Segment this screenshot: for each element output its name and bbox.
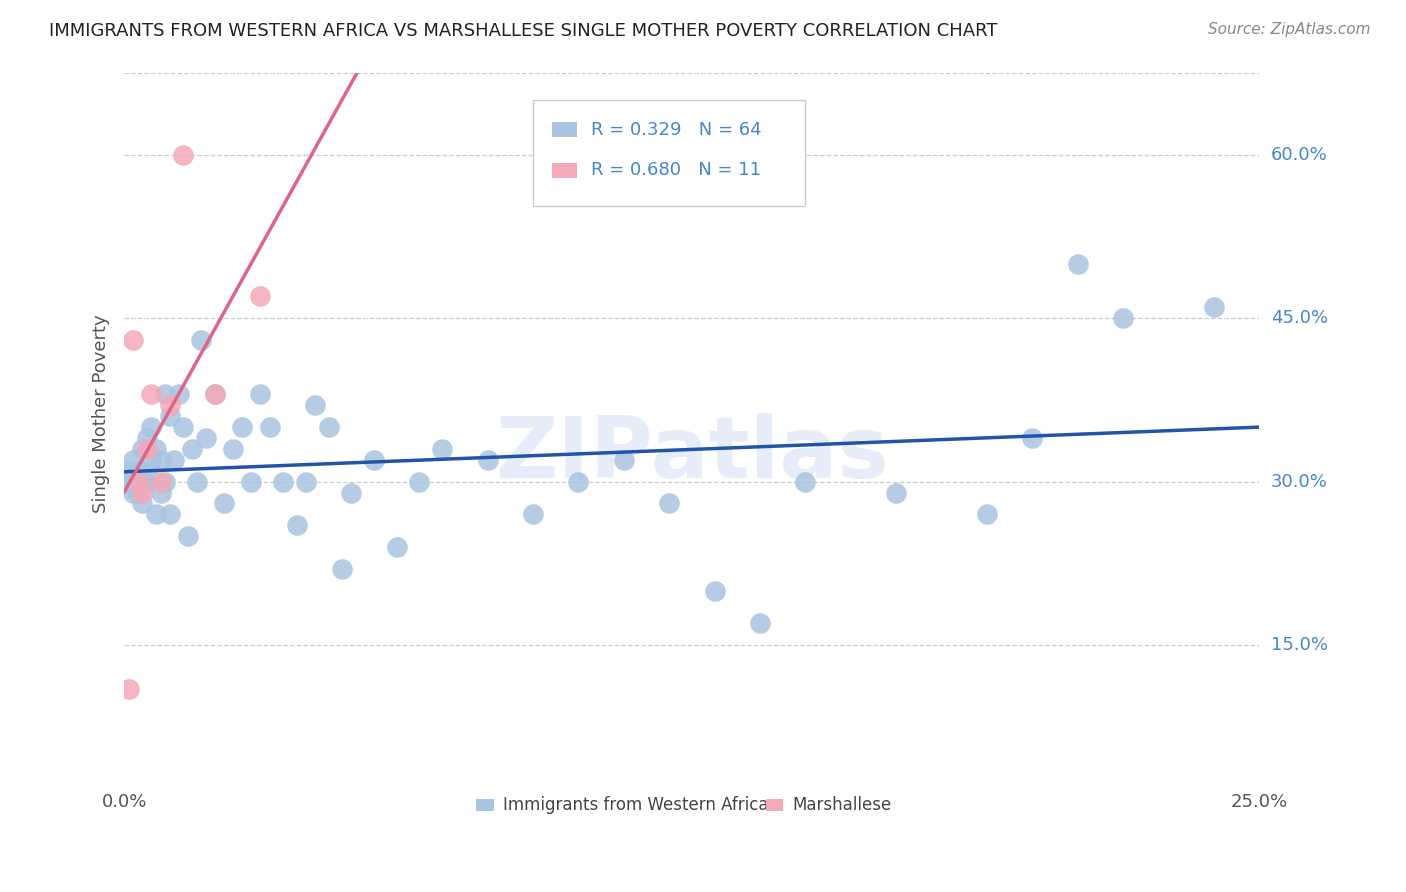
Point	[1021, 431, 1043, 445]
Point	[135, 431, 157, 445]
Text: 45.0%: 45.0%	[1271, 310, 1327, 327]
Point	[212, 496, 235, 510]
Point	[1112, 311, 1135, 326]
Point	[703, 583, 725, 598]
Text: R = 0.680   N = 11: R = 0.680 N = 11	[591, 161, 761, 179]
Point	[159, 508, 181, 522]
Point	[330, 562, 353, 576]
Point	[408, 475, 430, 489]
Point	[204, 387, 226, 401]
Point	[177, 529, 200, 543]
Point	[122, 453, 145, 467]
Point	[172, 147, 194, 161]
Point	[363, 453, 385, 467]
Text: 60.0%: 60.0%	[1271, 145, 1327, 164]
Point	[167, 387, 190, 401]
Point	[976, 508, 998, 522]
Point	[172, 420, 194, 434]
Point	[430, 442, 453, 456]
Point	[122, 333, 145, 347]
Point	[145, 508, 167, 522]
Point	[613, 453, 636, 467]
Point	[204, 387, 226, 401]
Point	[135, 475, 157, 489]
Point	[567, 475, 589, 489]
Point	[159, 398, 181, 412]
FancyBboxPatch shape	[477, 799, 494, 811]
Point	[149, 475, 172, 489]
Text: 15.0%: 15.0%	[1271, 636, 1327, 654]
FancyBboxPatch shape	[553, 163, 578, 178]
Point	[149, 485, 172, 500]
Point	[477, 453, 499, 467]
Point	[118, 681, 141, 696]
FancyBboxPatch shape	[766, 799, 783, 811]
Point	[127, 485, 149, 500]
FancyBboxPatch shape	[553, 122, 578, 137]
Point	[122, 475, 145, 489]
Point	[271, 475, 294, 489]
Point	[127, 475, 149, 489]
Point	[159, 409, 181, 424]
Point	[153, 387, 176, 401]
Point	[249, 387, 271, 401]
Point	[658, 496, 681, 510]
FancyBboxPatch shape	[533, 100, 806, 206]
Point	[141, 387, 163, 401]
Text: 0.0%: 0.0%	[101, 793, 146, 811]
Point	[522, 508, 544, 522]
Point	[127, 464, 149, 478]
Point	[118, 475, 141, 489]
Point	[295, 475, 318, 489]
Text: 25.0%: 25.0%	[1230, 793, 1288, 811]
Point	[259, 420, 281, 434]
Point	[231, 420, 253, 434]
Point	[131, 442, 153, 456]
Point	[884, 485, 907, 500]
Point	[190, 333, 212, 347]
Point	[131, 475, 153, 489]
Point	[131, 496, 153, 510]
Point	[1204, 300, 1226, 314]
Point	[141, 453, 163, 467]
Point	[749, 616, 772, 631]
Point	[194, 431, 217, 445]
Point	[118, 464, 141, 478]
Point	[181, 442, 204, 456]
Point	[794, 475, 817, 489]
Point	[285, 518, 308, 533]
Point	[249, 289, 271, 303]
Point	[149, 453, 172, 467]
Point	[153, 475, 176, 489]
Point	[141, 420, 163, 434]
Point	[127, 475, 149, 489]
Text: IMMIGRANTS FROM WESTERN AFRICA VS MARSHALLESE SINGLE MOTHER POVERTY CORRELATION : IMMIGRANTS FROM WESTERN AFRICA VS MARSHA…	[49, 22, 998, 40]
Y-axis label: Single Mother Poverty: Single Mother Poverty	[93, 314, 110, 513]
Text: ZIPatlas: ZIPatlas	[495, 413, 889, 496]
Text: 30.0%: 30.0%	[1271, 473, 1327, 491]
Point	[131, 485, 153, 500]
Point	[145, 442, 167, 456]
Point	[122, 485, 145, 500]
Text: R = 0.329   N = 64: R = 0.329 N = 64	[591, 120, 762, 138]
Text: Immigrants from Western Africa: Immigrants from Western Africa	[502, 797, 768, 814]
Point	[135, 464, 157, 478]
Point	[222, 442, 245, 456]
Point	[186, 475, 208, 489]
Point	[163, 453, 186, 467]
Text: Marshallese: Marshallese	[792, 797, 891, 814]
Point	[1067, 257, 1090, 271]
Point	[340, 485, 363, 500]
Point	[135, 442, 157, 456]
Text: Source: ZipAtlas.com: Source: ZipAtlas.com	[1208, 22, 1371, 37]
Point	[240, 475, 263, 489]
Point	[304, 398, 326, 412]
Point	[318, 420, 340, 434]
Point	[385, 540, 408, 554]
